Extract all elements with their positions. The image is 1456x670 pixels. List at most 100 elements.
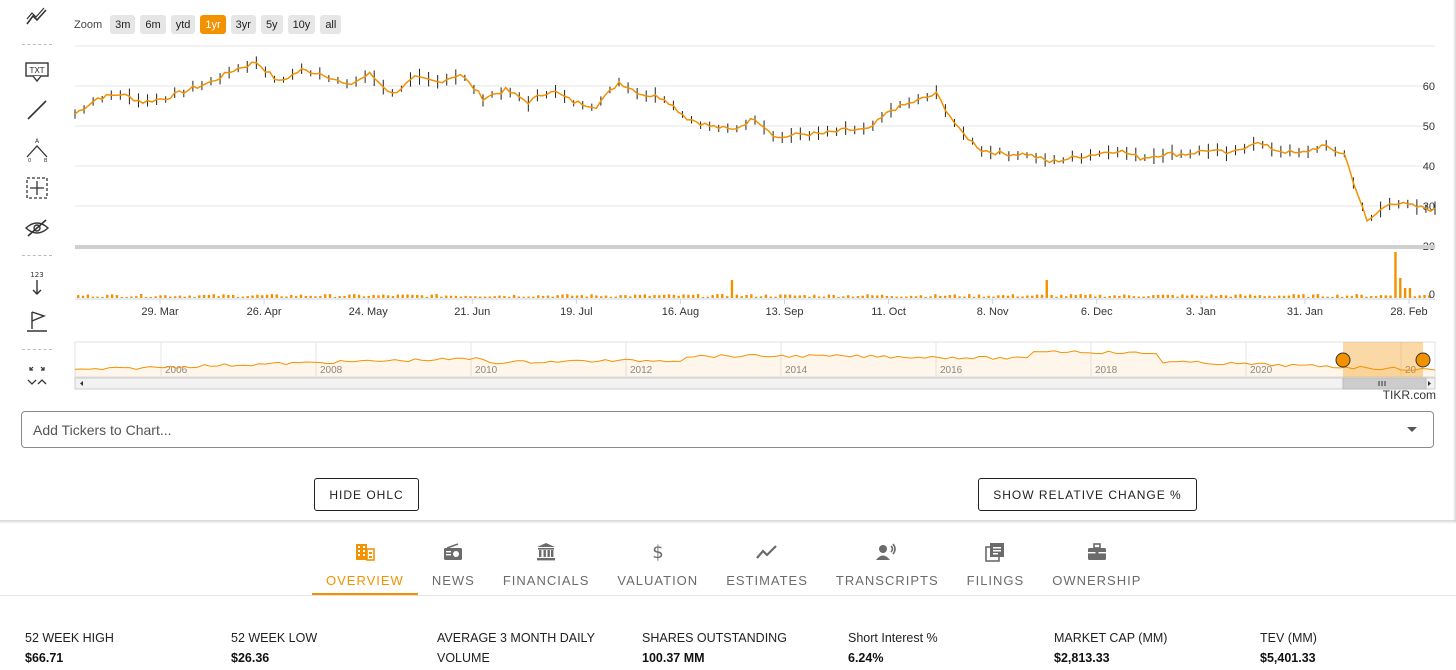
volume-bar [445, 295, 448, 298]
volume-bar [1094, 296, 1097, 298]
zoom-1yr-button[interactable]: 1yr [200, 15, 226, 34]
stat-label: TEV (MM) [1260, 631, 1317, 645]
volume-bar [1239, 294, 1242, 298]
volume-bar [1176, 296, 1179, 298]
volume-bar [110, 294, 114, 298]
show-relative-change-button[interactable]: SHOW RELATIVE CHANGE % [978, 478, 1197, 511]
dropdown-caret-icon[interactable] [1407, 427, 1417, 432]
volume-bar [154, 296, 157, 298]
svg-text:A: A [35, 138, 40, 145]
volume-bar [159, 295, 162, 298]
volume-bar [658, 295, 661, 298]
tab-estimates[interactable]: ESTIMATES [712, 536, 822, 595]
volume-bar [1132, 296, 1136, 298]
volume-bar [1336, 294, 1339, 298]
volume-bar [1098, 294, 1102, 298]
zoom-all-button[interactable]: all [320, 15, 342, 34]
volume-bar [323, 294, 327, 298]
volume-bar [464, 295, 467, 298]
tab-valuation[interactable]: $ VALUATION [603, 536, 712, 595]
zoom-selector: Zoom 3m 6m ytd 1yr 3yr 5y 10y all [74, 15, 342, 34]
volume-bar [847, 295, 850, 298]
volume-bar [493, 296, 496, 298]
date-label: 11. Oct [871, 306, 906, 318]
text-annotation-icon[interactable]: TXT [18, 55, 56, 89]
zoom-ytd-button[interactable]: ytd [170, 15, 196, 34]
volume-bar [91, 296, 94, 298]
add-tickers-input[interactable] [33, 421, 1333, 438]
navigator-year-label: 2010 [475, 365, 498, 376]
volume-bar [353, 294, 356, 298]
date-label: 21. Jun [454, 306, 490, 318]
hide-ohlc-button[interactable]: HIDE OHLC [314, 478, 419, 511]
tab-filings[interactable]: FILINGS [953, 536, 1039, 595]
crosshair-icon[interactable] [18, 171, 56, 205]
tikr-credit[interactable]: TIKR.com [1382, 388, 1436, 402]
measure-123-icon[interactable]: 123 [18, 266, 56, 300]
triangle-abc-icon[interactable]: A 0 B [18, 133, 56, 167]
volume-bar [1345, 295, 1349, 298]
volume-bar [672, 294, 676, 298]
add-tickers-field[interactable] [21, 411, 1434, 448]
volume-bar [1413, 296, 1417, 298]
volume-bar [551, 296, 554, 298]
volume-bar [662, 294, 666, 298]
stat-label: 52 WEEK HIGH [25, 631, 114, 645]
volume-bar [943, 295, 947, 298]
volume-bar [188, 295, 191, 298]
volume-bar [81, 295, 85, 298]
line-tool-icon[interactable] [18, 93, 56, 127]
zoom-5y-button[interactable]: 5y [260, 15, 283, 34]
tab-news[interactable]: NEWS [418, 536, 489, 595]
volume-bar [348, 294, 351, 298]
volume-bar [1079, 294, 1082, 298]
volume-bar [1244, 295, 1247, 298]
navigator-handle-left [1335, 352, 1351, 368]
zoom-3yr-button[interactable]: 3yr [230, 15, 256, 34]
volume-bar [304, 295, 308, 298]
volume-bar [1379, 295, 1383, 298]
volume-bar [338, 296, 341, 298]
volume-bar [256, 294, 259, 298]
volume-bar [1273, 296, 1276, 298]
tab-financials[interactable]: FINANCIALS [489, 536, 604, 595]
volume-bar [1055, 296, 1058, 298]
volume-bar [808, 296, 811, 298]
volume-bar [837, 296, 840, 298]
hide-eye-icon[interactable] [18, 211, 56, 245]
trendline-icon[interactable] [18, 0, 56, 34]
card-divider [0, 520, 1456, 524]
tab-ownership[interactable]: OWNERSHIP [1038, 536, 1155, 595]
volume-bar [1287, 295, 1291, 298]
volume-bar [454, 295, 458, 298]
volume-bar [992, 296, 995, 298]
volume-bar [1161, 294, 1165, 298]
zoom-6m-button[interactable]: 6m [140, 15, 166, 34]
volume-bar [396, 294, 400, 298]
volume-bar [1355, 294, 1358, 298]
volume-bar [876, 295, 879, 298]
navigator-selection [1343, 342, 1423, 377]
zoom-3m-button[interactable]: 3m [110, 15, 136, 34]
volume-bar [498, 295, 501, 298]
volume-bar [231, 294, 235, 298]
volume-bar [619, 295, 622, 298]
tab-label: OWNERSHIP [1052, 573, 1142, 588]
navigator-year-label: 2008 [320, 365, 343, 376]
fullscreen-icon[interactable] [18, 360, 56, 394]
volume-bar [270, 294, 274, 298]
volume-bar [1394, 252, 1397, 298]
tab-transcripts[interactable]: TRANSCRIPTS [822, 536, 953, 595]
volume-bar [1215, 296, 1218, 298]
volume-bar [217, 296, 220, 298]
tab-overview[interactable]: OVERVIEW [312, 536, 418, 595]
tab-label: FINANCIALS [502, 573, 590, 588]
volume-bar [890, 296, 893, 298]
volume-bar [1186, 295, 1189, 298]
flag-icon[interactable] [18, 305, 56, 339]
zoom-10y-button[interactable]: 10y [287, 15, 316, 34]
volume-bar [449, 295, 453, 298]
svg-text:$: $ [652, 542, 663, 562]
volume-bar [919, 295, 923, 298]
